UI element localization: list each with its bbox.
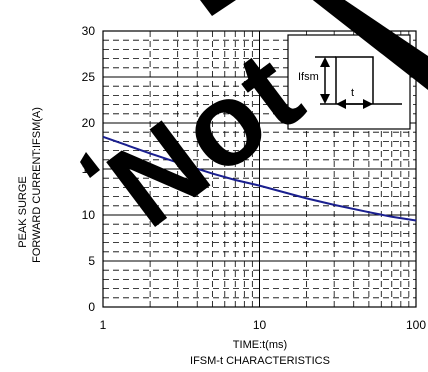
inset-arrowhead-down [320, 94, 330, 104]
x-tick-label: 100 [406, 318, 426, 332]
series-group [102, 135, 417, 222]
ylabel-line-2: FORWARD CURRENT:IFSM(A) [31, 107, 43, 263]
ifsm-curve [102, 135, 417, 222]
y-tick-label: 5 [88, 254, 95, 268]
y-tick-label: 25 [82, 70, 96, 84]
inset-arrowhead-left [336, 99, 346, 109]
plot-frame [102, 30, 417, 308]
y-tick-label: 30 [82, 24, 96, 38]
x-tick-label: 10 [253, 318, 267, 332]
x-tick-label: 1 [100, 318, 107, 332]
x-axis-label: TIME:t(ms) [233, 339, 287, 351]
y-tick-label: 0 [88, 300, 95, 314]
inset-pulse [335, 56, 374, 104]
ylabel-line-1: PEAK SURGE [17, 176, 29, 248]
y-tick-label: 10 [82, 208, 96, 222]
inset-label-t: t [351, 87, 354, 99]
chart-title: IFSM-t CHARACTERISTICS [190, 355, 330, 367]
inset-label-ifsm: Ifsm [298, 71, 319, 83]
inset-arrowhead-right [363, 99, 373, 109]
inset-arrowhead-up [320, 57, 330, 67]
y-tick-label: 20 [82, 116, 96, 130]
